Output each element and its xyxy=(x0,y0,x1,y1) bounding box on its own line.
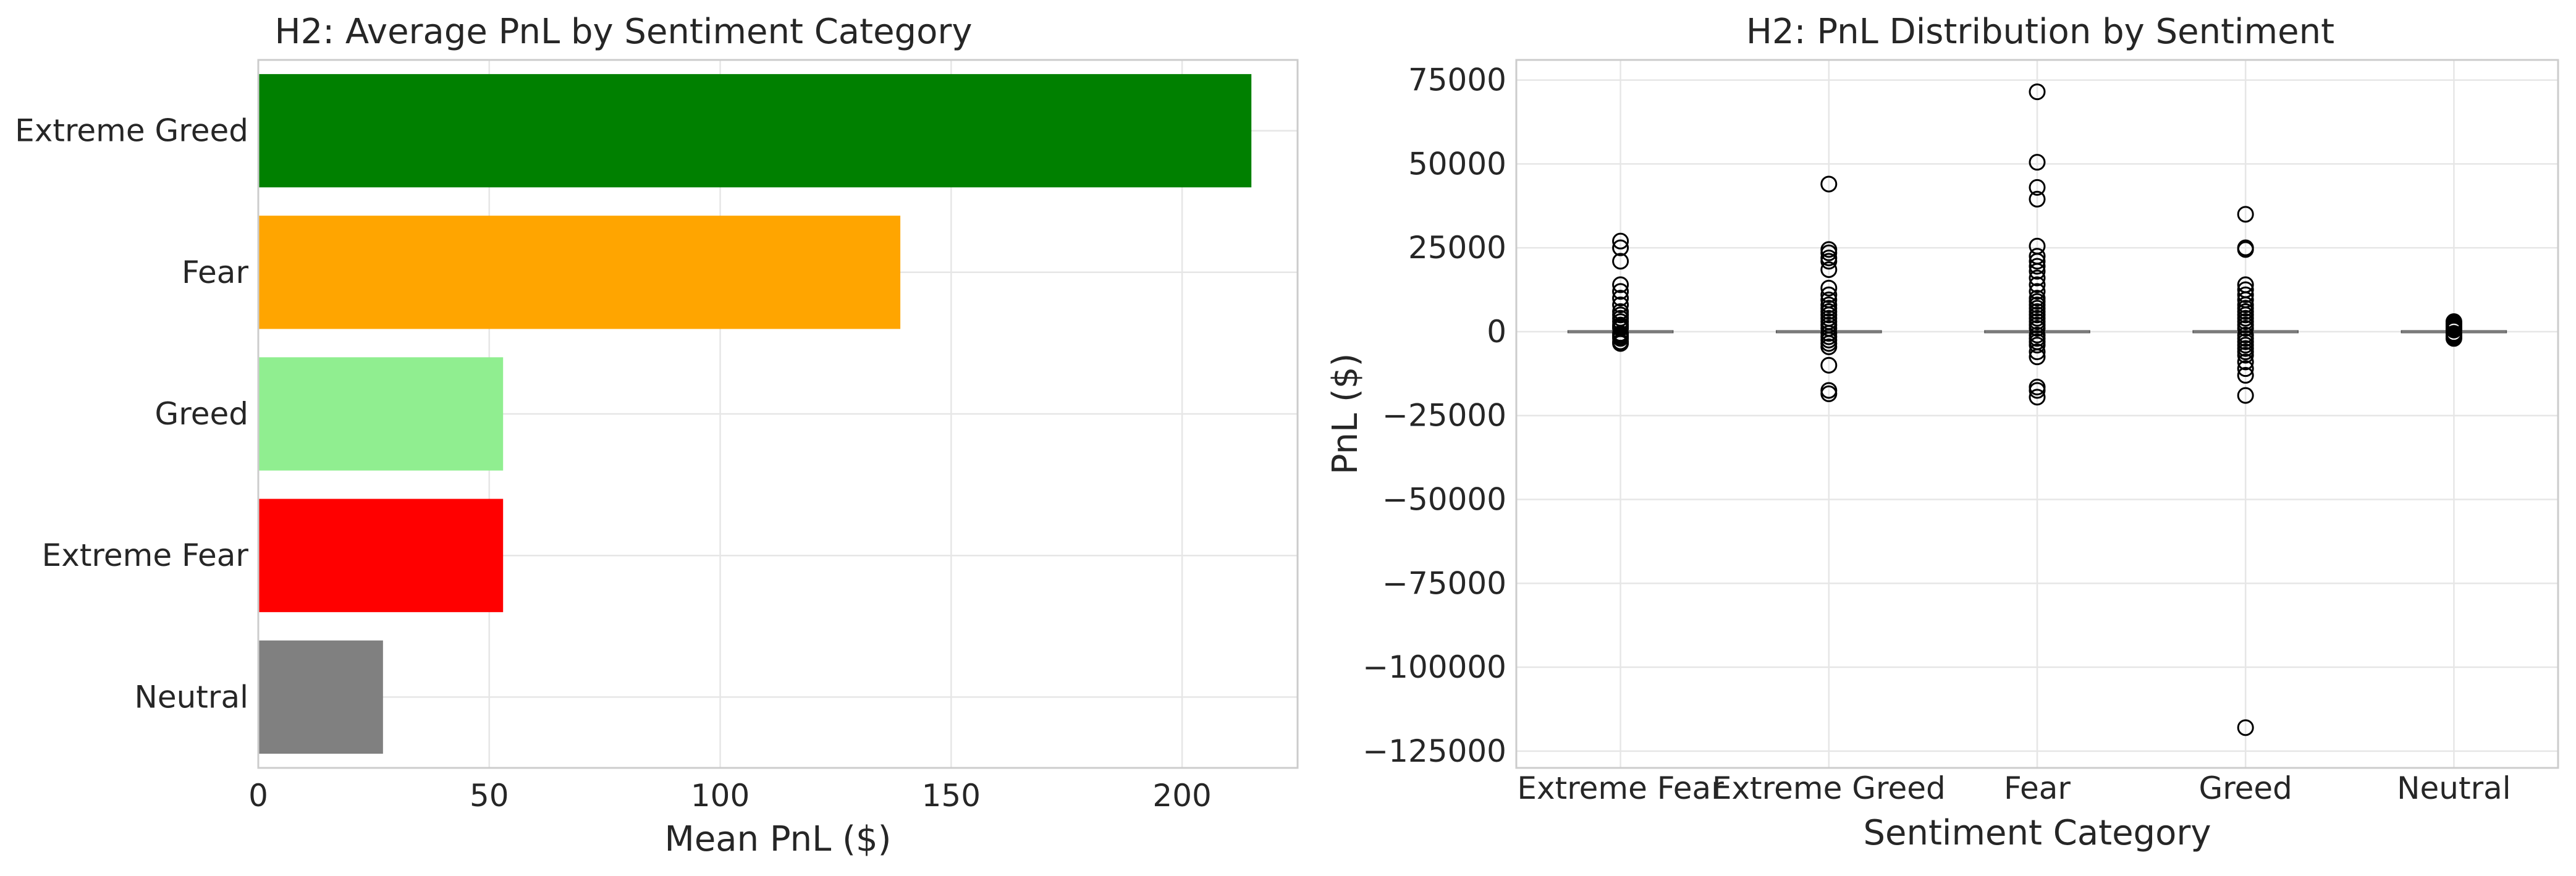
box-outlier-point xyxy=(1820,253,1838,270)
bar-chart-x-axis-label: Mean PnL ($) xyxy=(665,819,892,859)
box-outlier-point xyxy=(1612,290,1629,307)
box-outlier-point xyxy=(1612,239,1629,256)
box-outlier-point xyxy=(2029,276,2046,293)
box-chart-x-tick-label: Neutral xyxy=(2397,770,2511,806)
box-outlier-point xyxy=(2029,348,2046,366)
box-outlier-point xyxy=(1820,286,1838,303)
box-outlier-point xyxy=(2029,154,2046,171)
box-greed xyxy=(2192,206,2299,736)
box-neutral xyxy=(2401,313,2507,347)
box-outlier-point xyxy=(1612,232,1629,250)
box-outlier-point xyxy=(1820,261,1838,278)
box-outlier-point xyxy=(2029,190,2046,208)
bar-chart-bars xyxy=(258,74,1252,754)
box-outlier-point xyxy=(2029,320,2046,337)
box-outlier-point xyxy=(2445,330,2462,347)
box-outlier-point xyxy=(2029,283,2046,300)
box-chart-y-tick-label: −125000 xyxy=(1362,733,1506,769)
box-chart-y-tick-label: −25000 xyxy=(1382,398,1506,434)
bar-neutral xyxy=(258,640,383,754)
box-outlier-point xyxy=(2237,347,2254,364)
box-outlier-point xyxy=(2237,286,2254,303)
box-chart: H2: PnL Distribution by Sentiment Extrem… xyxy=(1325,12,2559,853)
box-chart-x-axis-label: Sentiment Category xyxy=(1863,813,2211,853)
box-chart-y-tick-label: 50000 xyxy=(1408,146,1506,182)
box-outlier-point xyxy=(1820,356,1838,374)
bar-chart-x-tick-label: 50 xyxy=(470,778,509,814)
box-outlier-point xyxy=(2029,389,2046,406)
bar-chart-x-tick-label: 200 xyxy=(1152,778,1211,814)
box-outlier-point xyxy=(1820,385,1838,402)
bar-chart-y-tick-label: Extreme Greed xyxy=(15,113,248,149)
box-outlier-point xyxy=(1612,276,1629,293)
box-chart-y-ticks: 75000 50000 25000 0 −25000 −50000 −75000 −10000… xyxy=(1362,62,1506,769)
bar-chart-y-ticks: Extreme Greed Fear Greed Extreme Fear Neutra… xyxy=(15,113,248,715)
box-chart-title: H2: PnL Distribution by Sentiment xyxy=(1746,12,2334,52)
bar-chart-frame xyxy=(257,59,1299,769)
box-outlier-point xyxy=(1820,175,1838,193)
box-outlier-point xyxy=(2237,367,2254,384)
bar-chart-y-tick-label: Extreme Fear xyxy=(42,537,249,573)
box-outlier-point xyxy=(2029,83,2046,101)
box-chart-frame xyxy=(1515,59,2559,769)
bar-greed xyxy=(258,357,504,471)
box-chart-y-tick-label: 0 xyxy=(1487,314,1506,350)
bar-fear xyxy=(258,216,901,329)
box-outlier-point xyxy=(2029,263,2046,280)
bar-extreme-fear xyxy=(258,499,504,612)
box-extreme-greed xyxy=(1776,175,1882,402)
box-outlier-point xyxy=(2237,320,2254,337)
box-chart-x-tick-label: Fear xyxy=(2004,770,2071,806)
bar-chart-x-tick-label: 100 xyxy=(691,778,750,814)
box-outlier-point xyxy=(2237,206,2254,223)
bar-chart-y-tick-label: Greed xyxy=(155,396,248,432)
box-chart-y-tick-label: −100000 xyxy=(1362,649,1506,685)
box-outlier-point xyxy=(1820,279,1838,297)
box-outlier-point xyxy=(2029,253,2046,270)
box-chart-x-tick-label: Extreme Fear xyxy=(1517,770,1724,806)
box-chart-x-tick-label: Extreme Greed xyxy=(1712,770,1946,806)
box-outlier-point xyxy=(1612,283,1629,300)
box-outlier-point xyxy=(2029,343,2046,361)
box-chart-x-tick-label: Greed xyxy=(2198,770,2292,806)
box-chart-y-tick-label: −75000 xyxy=(1382,565,1506,601)
bar-extreme-greed xyxy=(258,74,1252,188)
box-fear xyxy=(1984,83,2090,406)
box-chart-y-axis-label: PnL ($) xyxy=(1325,353,1366,475)
box-outlier-point xyxy=(2237,241,2254,258)
box-outlier-point xyxy=(2029,382,2046,399)
box-extreme-fear xyxy=(1567,232,1674,352)
bar-chart-y-tick-label: Neutral xyxy=(134,679,248,715)
bar-chart-y-tick-label: Fear xyxy=(182,255,248,290)
box-outlier-point xyxy=(1612,253,1629,270)
box-outlier-point xyxy=(2029,179,2046,196)
box-outlier-point xyxy=(2029,258,2046,275)
bar-chart-x-tick-label: 0 xyxy=(248,778,268,814)
box-outlier-point xyxy=(1820,338,1838,355)
box-outlier-point xyxy=(1612,296,1629,313)
box-outlier-point xyxy=(2237,360,2254,377)
box-chart-gridlines xyxy=(1516,60,2558,768)
box-outlier-point xyxy=(1612,335,1629,352)
bar-chart: H2: Average PnL by Sentiment Category 0 5… xyxy=(15,12,1299,859)
box-chart-y-tick-label: −50000 xyxy=(1382,481,1506,517)
box-outlier-point xyxy=(2029,269,2046,287)
bar-chart-x-tick-label: 150 xyxy=(922,778,981,814)
box-outlier-point xyxy=(2029,337,2046,354)
box-outlier-point xyxy=(2237,387,2254,404)
box-outlier-point xyxy=(2237,353,2254,371)
box-outlier-point xyxy=(2237,719,2254,736)
bar-chart-title: H2: Average PnL by Sentiment Category xyxy=(275,12,973,52)
box-chart-y-tick-label: 25000 xyxy=(1408,230,1506,266)
box-chart-y-tick-label: 75000 xyxy=(1408,62,1506,98)
bar-chart-x-ticks: 0 50 100 150 200 xyxy=(248,778,1212,814)
box-chart-boxes xyxy=(1567,83,2507,736)
box-outlier-point xyxy=(1820,244,1838,261)
